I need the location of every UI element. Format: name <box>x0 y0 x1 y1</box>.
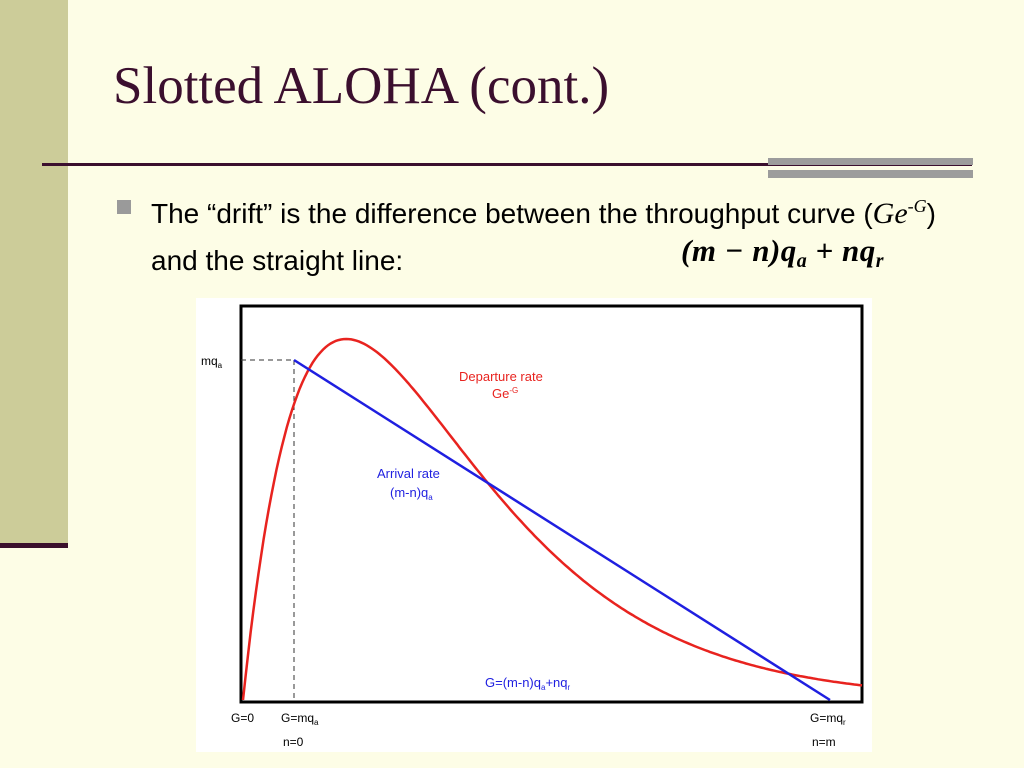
departure-rate-expr: Ge-G <box>492 386 518 401</box>
formula-part2: + nq <box>807 233 876 268</box>
left-decor-band-cap <box>0 543 68 548</box>
bullet-expr: Ge-G <box>873 197 927 230</box>
x-tick-n0: n=0 <box>283 735 304 749</box>
chart-svg: mqa Departure rate Ge-G Arrival rate (m-… <box>201 304 864 749</box>
slide-title: Slotted ALOHA (cont.) <box>113 57 610 115</box>
formula-sub1: a <box>796 250 808 272</box>
line-formula: (m − n)qa + nqr <box>681 233 884 272</box>
arrival-rate-line <box>293 358 831 702</box>
title-rule-accent-top <box>768 158 973 165</box>
bullet-text-after: ) and the straight line: <box>151 198 936 276</box>
plot-frame <box>239 304 864 704</box>
x-tick-g0: G=0 <box>231 711 254 725</box>
arrival-rate-expr: (m-n)qa <box>390 485 433 502</box>
chart: mqa Departure rate Ge-G Arrival rate (m-… <box>196 298 872 752</box>
bullet-expr-base: Ge <box>872 197 908 230</box>
arrival-rate-label: Arrival rate <box>377 466 440 481</box>
x-tick-gmqr: G=mqr <box>810 711 846 727</box>
y-label-mqa: mqa <box>201 354 223 370</box>
x-tick-gmqa: G=mqa <box>281 711 319 727</box>
title-rule-accent-bottom <box>768 170 973 178</box>
x-tick-nm: n=m <box>812 735 836 749</box>
left-decor-band <box>0 0 68 548</box>
bullet-text: The “drift” is the difference between th… <box>151 190 951 284</box>
bullet-text-before: The “drift” is the difference between th… <box>151 198 873 229</box>
departure-rate-label: Departure rate <box>459 369 543 384</box>
departure-rate-curve <box>241 337 863 701</box>
line-equation-label: G=(m-n)qa+nqr <box>485 675 571 692</box>
formula-part1: (m − n)q <box>681 233 797 268</box>
bullet-expr-sup: -G <box>907 196 927 216</box>
bullet-icon <box>117 200 131 214</box>
title-rule <box>42 163 972 166</box>
formula-sub2: r <box>875 250 884 272</box>
